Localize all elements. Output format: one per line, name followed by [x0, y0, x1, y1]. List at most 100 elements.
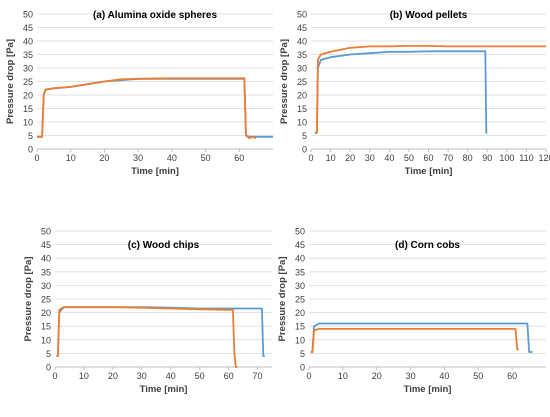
x-tick-label: 30: [133, 153, 143, 163]
y-tick-label: 25: [23, 77, 33, 87]
x-tick-label: 20: [372, 371, 382, 381]
y-tick-label: 45: [23, 23, 33, 33]
series-line-orange: [37, 77, 257, 140]
chart-title: (b) Wood pellets: [390, 10, 468, 21]
y-tick-label: 15: [295, 322, 305, 332]
y-tick-label: 5: [302, 131, 307, 141]
x-tick-label: 0: [34, 153, 39, 163]
x-tick-label: 0: [308, 153, 313, 163]
y-tick-label: 0: [302, 145, 307, 155]
x-tick-label: 30: [137, 371, 147, 381]
y-tick-label: 35: [297, 50, 307, 60]
x-tick-label: 120: [538, 153, 550, 163]
x-tick-label: 10: [338, 371, 348, 381]
y-tick-label: 50: [297, 10, 307, 20]
x-tick-label: 70: [253, 371, 263, 381]
x-axis-label: Time [min]: [131, 166, 179, 177]
y-tick-label: 45: [297, 23, 307, 33]
y-tick-label: 45: [295, 240, 305, 250]
y-tick-label: 40: [23, 37, 33, 47]
x-tick-label: 100: [499, 153, 514, 163]
x-tick-label: 60: [224, 371, 234, 381]
x-tick-label: 40: [384, 153, 394, 163]
y-axis-label: Pressure drop [Pa]: [23, 257, 34, 342]
series-line-orange: [56, 306, 238, 368]
y-tick-label: 30: [295, 281, 305, 291]
chart-panel-0: 0 5 10 15 20 25 30 35 40 45 50 0 10 20 30 40 50 60 (a) Alu…: [5, 10, 273, 177]
chart-panel-3: 0 5 10 15 20 25 30 35 40 45 50 0 10 20 30 40 50 60 (d) Cor…: [277, 227, 546, 395]
y-tick-label: 50: [295, 227, 305, 237]
x-tick-label: 20: [345, 153, 355, 163]
y-tick-label: 20: [295, 308, 305, 318]
y-tick-label: 40: [41, 254, 51, 264]
x-tick-label: 10: [79, 371, 89, 381]
x-tick-label: 0: [52, 371, 57, 381]
y-tick-label: 10: [295, 335, 305, 345]
x-tick-label: 50: [473, 371, 483, 381]
y-tick-label: 45: [41, 240, 51, 250]
y-tick-label: 20: [23, 91, 33, 101]
y-tick-label: 0: [300, 363, 305, 373]
chart-panel-1: 0 5 10 15 20 25 30 35 40 45 50 0 10 20 30 40 50 60 70 80 90 1…: [279, 10, 550, 178]
y-tick-label: 50: [23, 10, 33, 20]
y-tick-label: 5: [46, 349, 51, 359]
x-tick-label: 70: [443, 153, 453, 163]
y-tick-label: 40: [295, 254, 305, 264]
y-tick-label: 10: [23, 118, 33, 128]
chart-title: (d) Corn cobs: [395, 240, 460, 251]
series-line-blue: [310, 322, 533, 353]
y-tick-label: 35: [23, 50, 33, 60]
chart-panel-2: 0 5 10 15 20 25 30 35 40 45 50 0 10 20 30 40 50 60 70 (c) W…: [23, 227, 272, 395]
y-tick-label: 5: [28, 131, 33, 141]
y-tick-label: 0: [28, 145, 33, 155]
x-tick-label: 110: [519, 153, 533, 163]
y-tick-label: 10: [41, 335, 51, 345]
y-tick-label: 25: [297, 77, 307, 87]
y-tick-label: 25: [295, 295, 305, 305]
x-axis-label: Time [min]: [405, 166, 453, 177]
y-tick-label: 50: [41, 227, 51, 237]
x-tick-label: 20: [99, 153, 109, 163]
y-tick-label: 30: [23, 64, 33, 74]
x-tick-label: 50: [201, 153, 211, 163]
y-tick-label: 35: [41, 267, 51, 277]
x-tick-label: 60: [507, 371, 517, 381]
series-line-orange: [310, 328, 519, 353]
x-tick-label: 30: [365, 153, 375, 163]
series-line-blue: [314, 50, 488, 134]
x-tick-label: 40: [167, 153, 177, 163]
y-tick-label: 15: [23, 104, 33, 114]
chart-title: (a) Alumina oxide spheres: [93, 10, 218, 21]
x-tick-label: 60: [423, 153, 433, 163]
series-line-orange: [314, 45, 546, 134]
y-tick-label: 40: [297, 37, 307, 47]
y-axis-label: Pressure drop [Pa]: [5, 39, 16, 124]
x-tick-label: 10: [326, 153, 336, 163]
x-tick-label: 40: [166, 371, 176, 381]
y-tick-label: 30: [41, 281, 51, 291]
x-tick-label: 80: [463, 153, 473, 163]
x-axis-label: Time [min]: [140, 384, 188, 395]
chart-title: (c) Wood chips: [128, 240, 200, 251]
y-tick-label: 35: [295, 267, 305, 277]
y-axis-label: Pressure drop [Pa]: [279, 39, 290, 124]
y-tick-label: 15: [41, 322, 51, 332]
x-tick-label: 10: [66, 153, 76, 163]
y-tick-label: 0: [46, 363, 51, 373]
y-tick-label: 10: [297, 118, 307, 128]
x-tick-label: 20: [108, 371, 118, 381]
x-tick-label: 50: [404, 153, 414, 163]
y-tick-label: 15: [297, 104, 307, 114]
x-axis-label: Time [min]: [404, 384, 452, 395]
y-tick-label: 30: [297, 64, 307, 74]
x-tick-label: 30: [406, 371, 416, 381]
y-tick-label: 25: [41, 295, 51, 305]
y-tick-label: 20: [297, 91, 307, 101]
y-tick-label: 5: [300, 349, 305, 359]
x-tick-label: 50: [195, 371, 205, 381]
x-tick-label: 40: [439, 371, 449, 381]
x-tick-label: 90: [482, 153, 492, 163]
x-tick-label: 0: [306, 371, 311, 381]
y-tick-label: 20: [41, 308, 51, 318]
